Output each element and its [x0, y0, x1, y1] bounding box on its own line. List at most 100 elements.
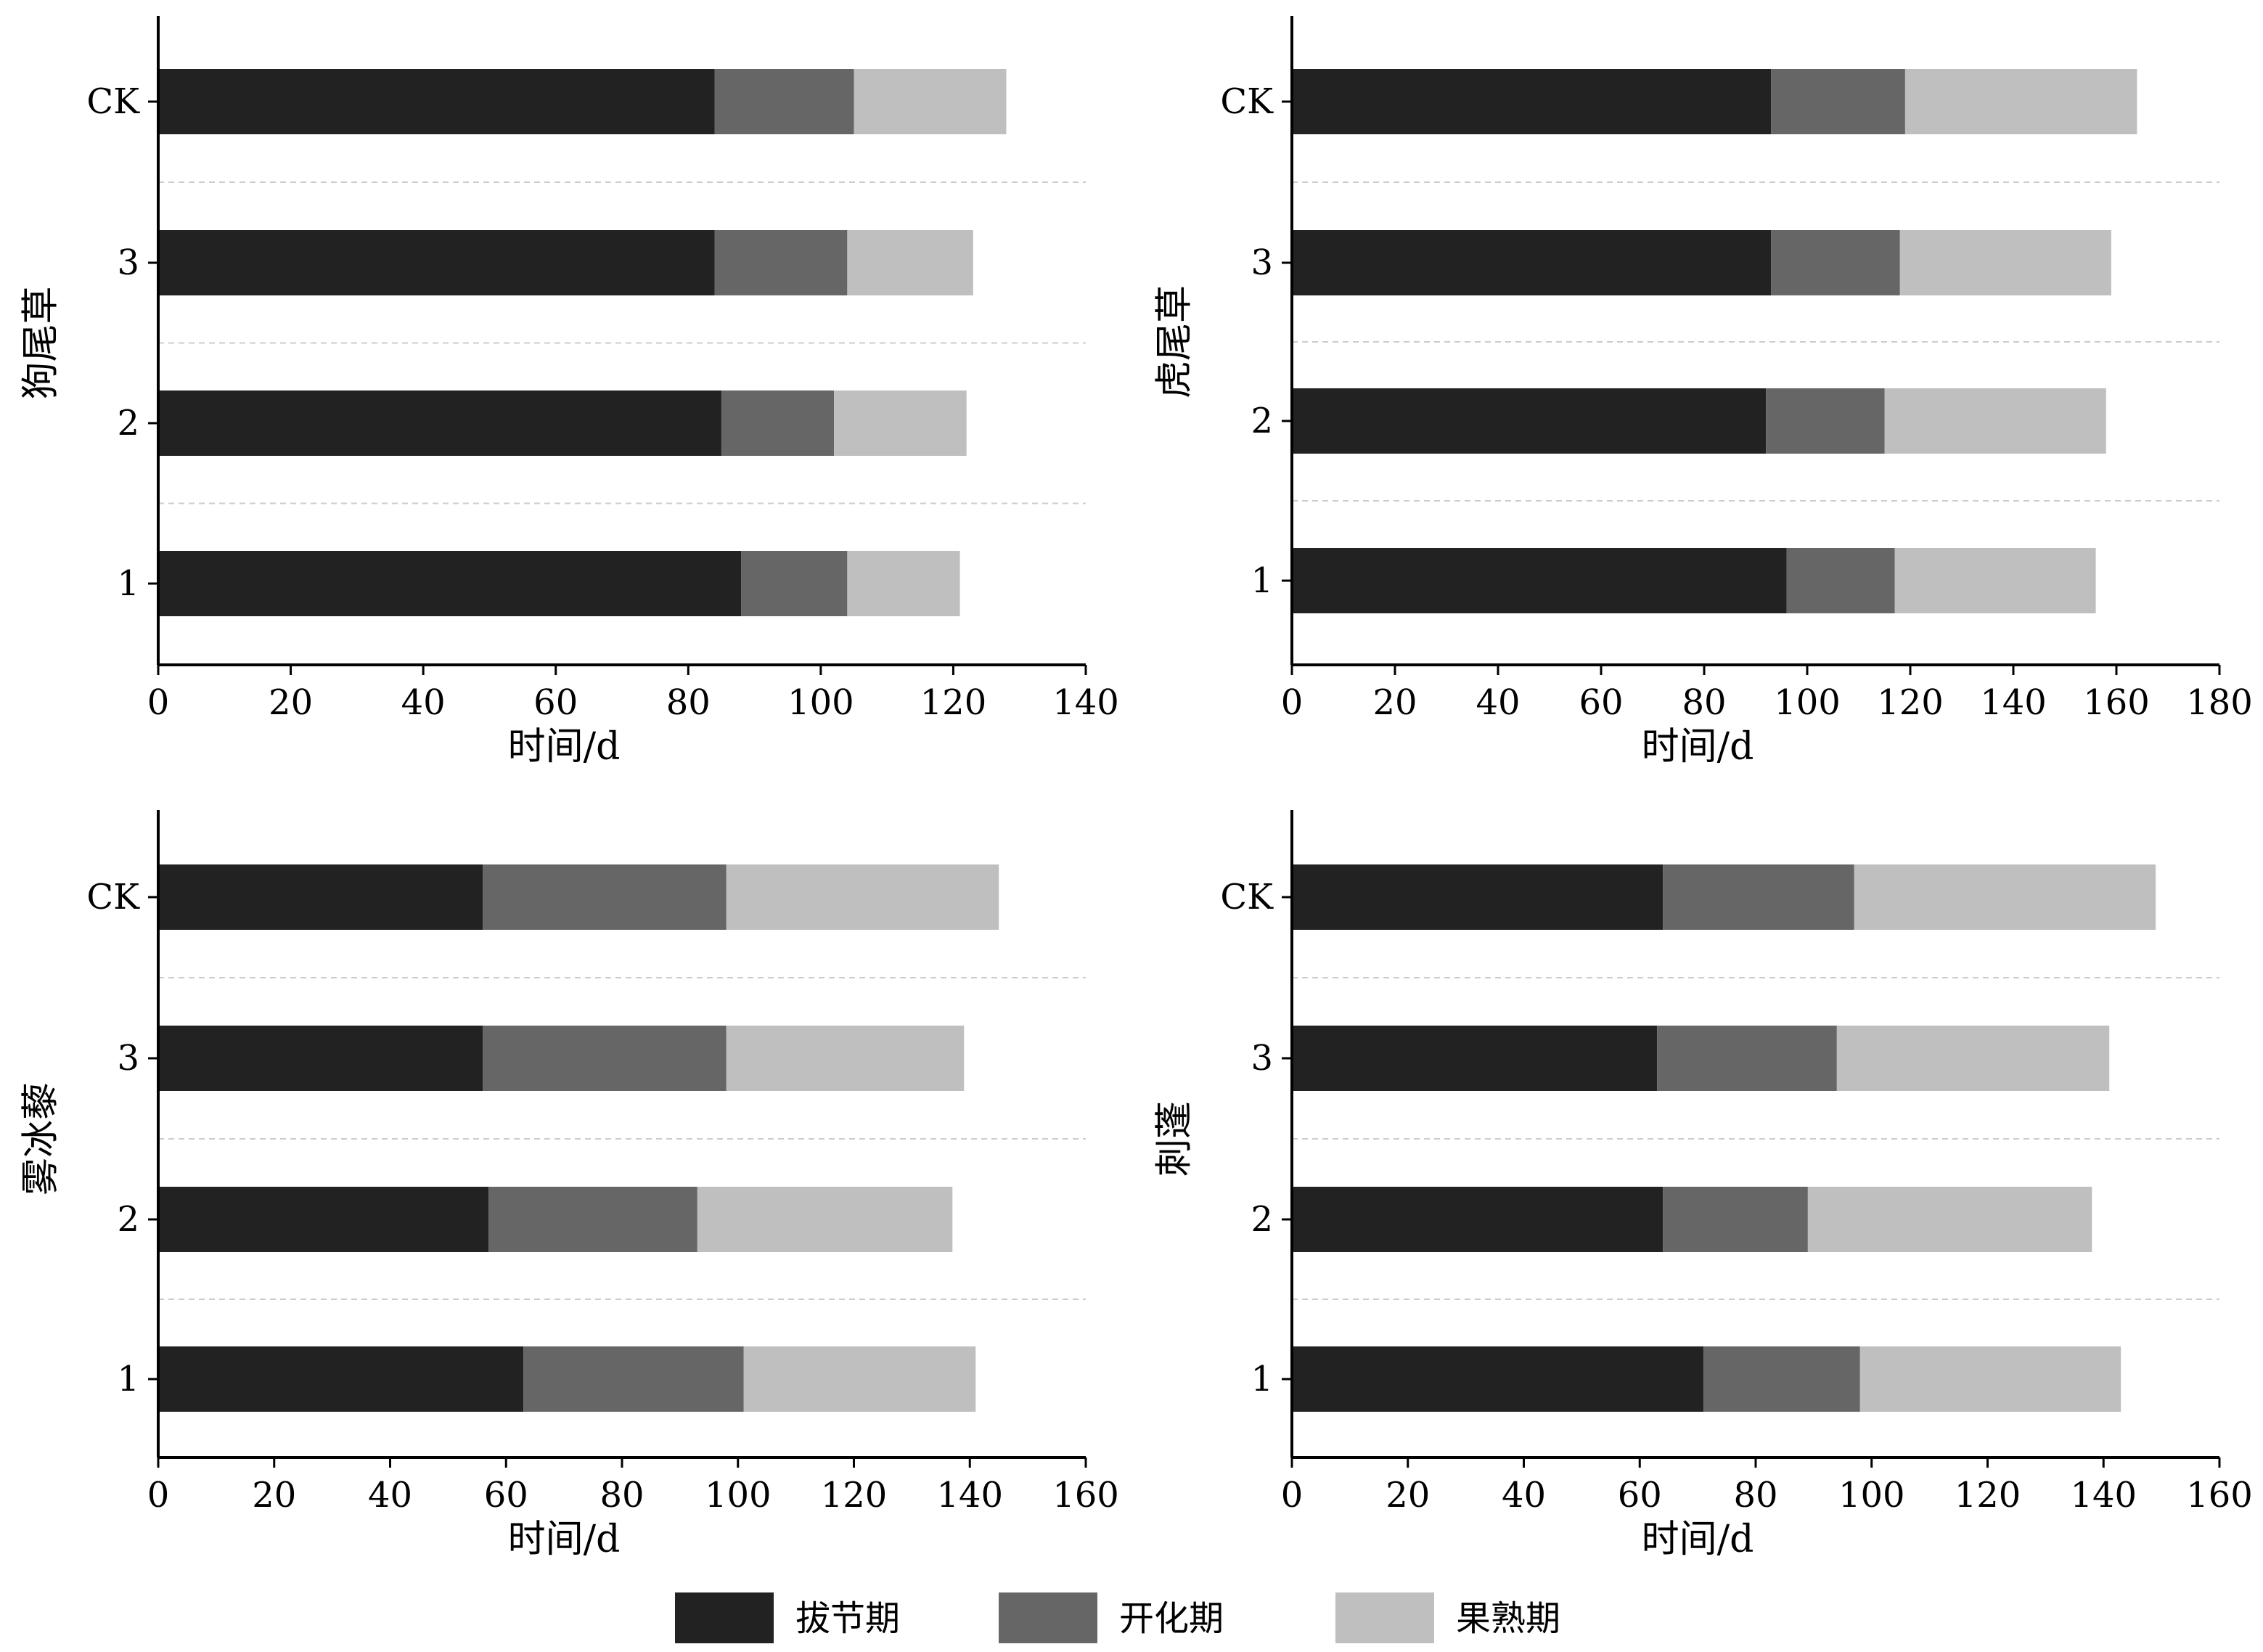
x-tick-label: 80	[599, 1475, 644, 1516]
y-tick-label: 2	[117, 403, 139, 443]
x-tick-label: 180	[2186, 682, 2253, 723]
bar-segment	[1292, 388, 1767, 454]
x-tick-label: 40	[1502, 1475, 1546, 1516]
y-tick-label: CK	[1220, 81, 1274, 122]
y-tick-label: 3	[1251, 1038, 1273, 1079]
x-tick-label: 160	[2186, 1475, 2253, 1516]
bar-segment	[158, 1346, 524, 1412]
x-axis-title: 时间/d	[508, 725, 621, 769]
bar-segment	[1894, 548, 2096, 613]
x-tick-label: 140	[1980, 682, 2047, 723]
x-tick-label: 100	[787, 682, 854, 723]
bar-segment	[1766, 388, 1885, 454]
x-tick-label: 0	[1281, 1475, 1304, 1516]
y-tick-label: 3	[117, 1038, 139, 1079]
bar-segment	[1292, 1187, 1664, 1252]
bar-segment	[1854, 864, 2156, 930]
x-tick-label: 60	[1618, 1475, 1662, 1516]
bar-segment	[483, 1026, 727, 1091]
x-tick-label: 140	[2070, 1475, 2137, 1516]
bar-segment	[847, 230, 973, 295]
bar-segment	[1771, 69, 1905, 134]
x-tick-label: 80	[1682, 682, 1726, 723]
bar-segment	[1807, 1187, 2092, 1252]
bar-segment	[1292, 548, 1787, 613]
panel-top-right: 1 2 3 CK 0 20 40 60 80 100 120 140 160 180 时间/d 虎尾草	[1153, 16, 2253, 769]
y-tick-label: CK	[86, 877, 140, 917]
x-tick-label: 100	[705, 1475, 772, 1516]
y-axis-title: 虎尾草	[1153, 285, 1197, 398]
bar-segment	[158, 864, 483, 930]
y-tick-label: 3	[1251, 242, 1273, 283]
bar-segment	[1292, 69, 1772, 134]
bar-segment	[158, 1187, 489, 1252]
panel-bottom-left: 1 2 3 CK 0 20 40 60 80 100 120 140 160 时间/d 雾冰藜	[20, 810, 1119, 1561]
y-tick-label: CK	[86, 81, 140, 122]
y-tick-label: 1	[117, 1359, 139, 1399]
bar-segment	[1786, 548, 1895, 613]
legend-label: 拔节期	[795, 1598, 900, 1639]
legend-swatch	[999, 1592, 1097, 1643]
bar-segment	[1904, 69, 2137, 134]
y-tick-label: CK	[1220, 877, 1274, 917]
y-tick-label: 2	[1251, 1199, 1273, 1240]
bar-segment	[726, 1026, 965, 1091]
y-axis-title: 狗尾草	[20, 286, 63, 399]
legend-label: 开化期	[1119, 1598, 1224, 1639]
x-tick-label: 60	[484, 1475, 528, 1516]
bar-segment	[741, 551, 848, 616]
x-tick-label: 20	[269, 682, 313, 723]
legend-label: 果熟期	[1456, 1598, 1560, 1639]
legend-swatch	[675, 1592, 774, 1643]
y-tick-label: 1	[1251, 1359, 1273, 1399]
x-tick-label: 100	[1774, 682, 1841, 723]
x-tick-label: 120	[821, 1475, 888, 1516]
bar-segment	[714, 69, 854, 134]
x-tick-label: 140	[1052, 682, 1119, 723]
bar-segment	[483, 864, 727, 930]
x-tick-label: 80	[1733, 1475, 1777, 1516]
y-tick-label: 1	[117, 563, 139, 604]
bar-segment	[523, 1346, 744, 1412]
legend-swatch	[1335, 1592, 1434, 1643]
bar-segment	[1663, 1187, 1808, 1252]
x-tick-label: 0	[1281, 682, 1304, 723]
bar-segment	[714, 230, 848, 295]
bar-segment	[1292, 864, 1664, 930]
bar-segment	[1899, 230, 2111, 295]
bar-segment	[1292, 1026, 1658, 1091]
panel-top-left: 1 2 3 CK 0 20 40 60 80 100 120 140 时间/d 狗尾草	[20, 16, 1119, 769]
x-tick-label: 60	[533, 682, 578, 723]
bar-segment	[834, 390, 967, 456]
bar-segment	[1292, 1346, 1704, 1412]
y-tick-label: 1	[1251, 560, 1273, 601]
x-tick-label: 120	[1877, 682, 1944, 723]
x-tick-label: 60	[1579, 682, 1623, 723]
x-tick-label: 20	[1386, 1475, 1430, 1516]
x-axis-title: 时间/d	[508, 1518, 621, 1561]
bar-segment	[1292, 230, 1772, 295]
x-tick-label: 100	[1838, 1475, 1905, 1516]
x-tick-label: 40	[1476, 682, 1520, 723]
bar-segment	[697, 1187, 953, 1252]
y-tick-label: 2	[1251, 401, 1273, 441]
bar-segment	[1859, 1346, 2121, 1412]
bar-segment	[847, 551, 960, 616]
y-axis-title: 雾冰藜	[20, 1082, 63, 1195]
x-axis-title: 时间/d	[1642, 1518, 1754, 1561]
bar-segment	[726, 864, 999, 930]
bar-segment	[1884, 388, 2106, 454]
x-tick-label: 160	[1052, 1475, 1119, 1516]
y-tick-label: 2	[117, 1199, 139, 1240]
bar-segment	[1771, 230, 1900, 295]
x-tick-label: 20	[1372, 682, 1417, 723]
bar-segment	[1836, 1026, 2110, 1091]
x-tick-label: 20	[252, 1475, 296, 1516]
bar-segment	[488, 1187, 697, 1252]
bar-segment	[721, 390, 835, 456]
bar-segment	[158, 551, 742, 616]
bar-segment	[158, 230, 715, 295]
bar-segment	[1703, 1346, 1860, 1412]
y-axis-title: 刺蓬	[1153, 1101, 1197, 1177]
